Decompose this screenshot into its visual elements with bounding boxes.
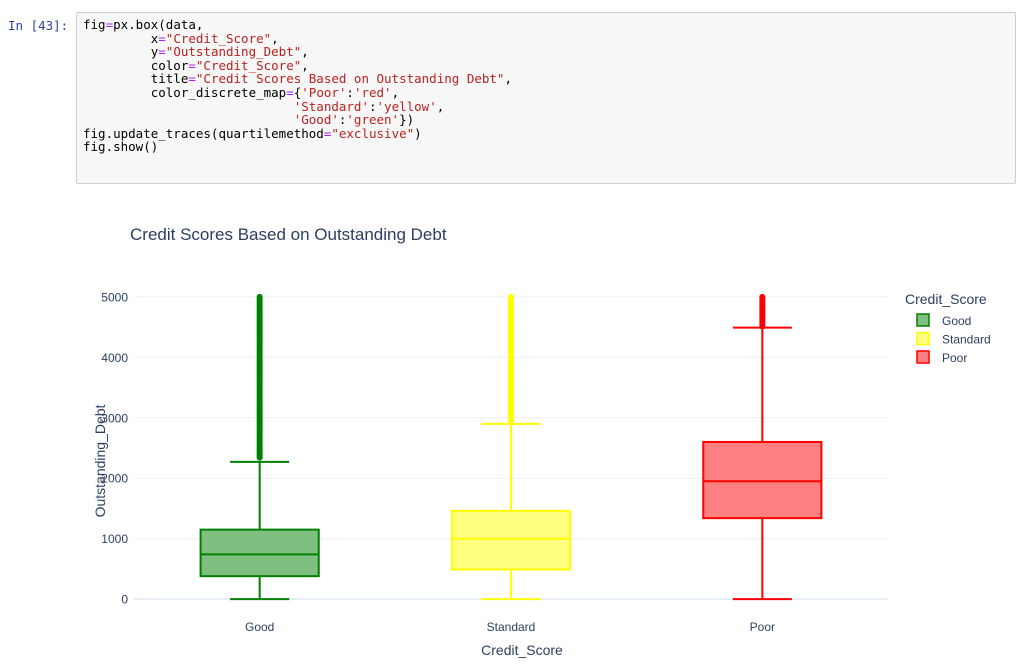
y-tick-label: 3000 — [101, 411, 128, 425]
code-line: color="Credit_Score", — [83, 58, 309, 73]
code-token: 'Standard' — [293, 98, 369, 114]
y-tick-label: 5000 — [101, 290, 128, 304]
outlier-point — [256, 293, 263, 300]
x-tick-label: Good — [245, 620, 274, 634]
code-token: x — [83, 30, 159, 46]
code-token: "Credit Scores Based on Outstanding Debt… — [195, 71, 505, 87]
y-tick-label: 4000 — [101, 351, 128, 365]
y-tick-label: 2000 — [101, 472, 128, 486]
iqr-box — [702, 440, 823, 520]
code-line: fig.show() — [83, 139, 158, 154]
code-token: 'yellow' — [376, 98, 437, 114]
code-token: color — [83, 57, 189, 73]
code-token: title — [83, 71, 189, 87]
code-editor[interactable]: fig=px.box(data, x="Credit_Score", y="Ou… — [76, 12, 1016, 184]
box-plot-chart[interactable]: 0 1000 2000 3000 4000 5000 Good Standard Poor C… — [76, 192, 1024, 667]
code-line: y="Outstanding_Debt", — [83, 44, 309, 59]
code-token: fig — [83, 17, 106, 32]
code-token: 'green' — [346, 112, 400, 128]
code-token: fig.show() — [83, 139, 159, 155]
code-token: "Credit_Score" — [165, 30, 272, 46]
box-poor[interactable] — [702, 293, 823, 601]
code-line: 'Good':'green'}) — [83, 112, 414, 127]
code-token: : — [368, 98, 377, 114]
y-tick-label: 1000 — [101, 532, 128, 546]
code-line: x="Credit_Score", — [83, 31, 279, 46]
code-token: = — [323, 125, 332, 141]
code-token: , — [301, 57, 309, 73]
code-token: = — [188, 71, 196, 87]
code-token: 'red' — [353, 84, 392, 100]
code-token: px.box(data, — [113, 17, 204, 32]
cell-prompt: In [43]: — [8, 18, 69, 33]
code-token: = — [158, 30, 166, 46]
code-token: = — [158, 44, 166, 60]
x-tick-label: Poor — [750, 620, 775, 634]
code-token: : — [346, 84, 354, 100]
code-token: }) — [399, 112, 415, 128]
cell-output: 0 1000 2000 3000 4000 5000 Good Standard Poor C… — [76, 192, 1024, 667]
box-good[interactable] — [199, 293, 320, 601]
chart-legend[interactable]: Credit_Score Good Standard Poor — [905, 291, 991, 365]
legend-swatch — [916, 331, 930, 346]
legend-label: Poor — [942, 351, 967, 365]
code-line: 'Standard':'yellow', — [83, 98, 445, 114]
legend-title: Credit_Score — [905, 291, 987, 307]
iqr-box — [199, 528, 320, 578]
legend-label: Good — [942, 314, 971, 328]
code-token: "Outstanding_Debt" — [165, 44, 302, 60]
code-line: title="Credit Scores Based on Outstandin… — [83, 71, 512, 86]
y-tick-label: 0 — [121, 593, 128, 607]
legend-item-poor[interactable]: Poor — [916, 350, 967, 365]
code-token: "Credit_Score" — [195, 57, 302, 73]
chart-title: Credit Scores Based on Outstanding Debt — [130, 225, 447, 244]
legend-item-standard[interactable]: Standard — [916, 331, 991, 347]
code-token: "exclusive" — [331, 125, 415, 141]
code-token: : — [338, 112, 347, 128]
iqr-box — [450, 509, 572, 571]
legend-swatch — [916, 350, 930, 364]
code-line: color_discrete_map={'Poor':'red', — [83, 85, 399, 100]
code-line: fig=px.box(data, — [83, 17, 203, 32]
code-token: y — [83, 44, 159, 60]
legend-item-good[interactable]: Good — [916, 313, 971, 328]
code-line: fig.update_traces(quartilemethod="exclus… — [83, 126, 422, 141]
code-token: ) — [414, 125, 422, 141]
code-token: , — [436, 98, 445, 114]
legend-swatch — [916, 313, 930, 327]
code-token: , — [391, 84, 400, 100]
y-axis-label: Outstanding_Debt — [92, 404, 108, 517]
code-token: 'Good' — [293, 112, 339, 128]
code-token: , — [504, 71, 512, 87]
legend-label: Standard — [942, 333, 991, 347]
code-token: fig.update_traces(quartilemethod — [83, 125, 324, 141]
code-token: , — [271, 30, 279, 46]
outlier-point — [508, 293, 514, 300]
code-token: = — [286, 84, 294, 100]
code-token: 'Poor' — [301, 84, 347, 100]
outlier-point — [759, 293, 766, 300]
code-token: color_discrete_map — [83, 84, 287, 100]
code-token: = — [105, 17, 114, 32]
code-token: { — [293, 84, 302, 100]
box-standard[interactable] — [450, 293, 572, 601]
code-token: = — [188, 57, 196, 73]
x-axis-label: Credit_Score — [481, 642, 563, 658]
code-text[interactable]: fig=px.box(data, x="Credit_Score", y="Ou… — [83, 18, 512, 154]
x-tick-label: Standard — [487, 620, 536, 634]
code-token: , — [301, 44, 309, 60]
